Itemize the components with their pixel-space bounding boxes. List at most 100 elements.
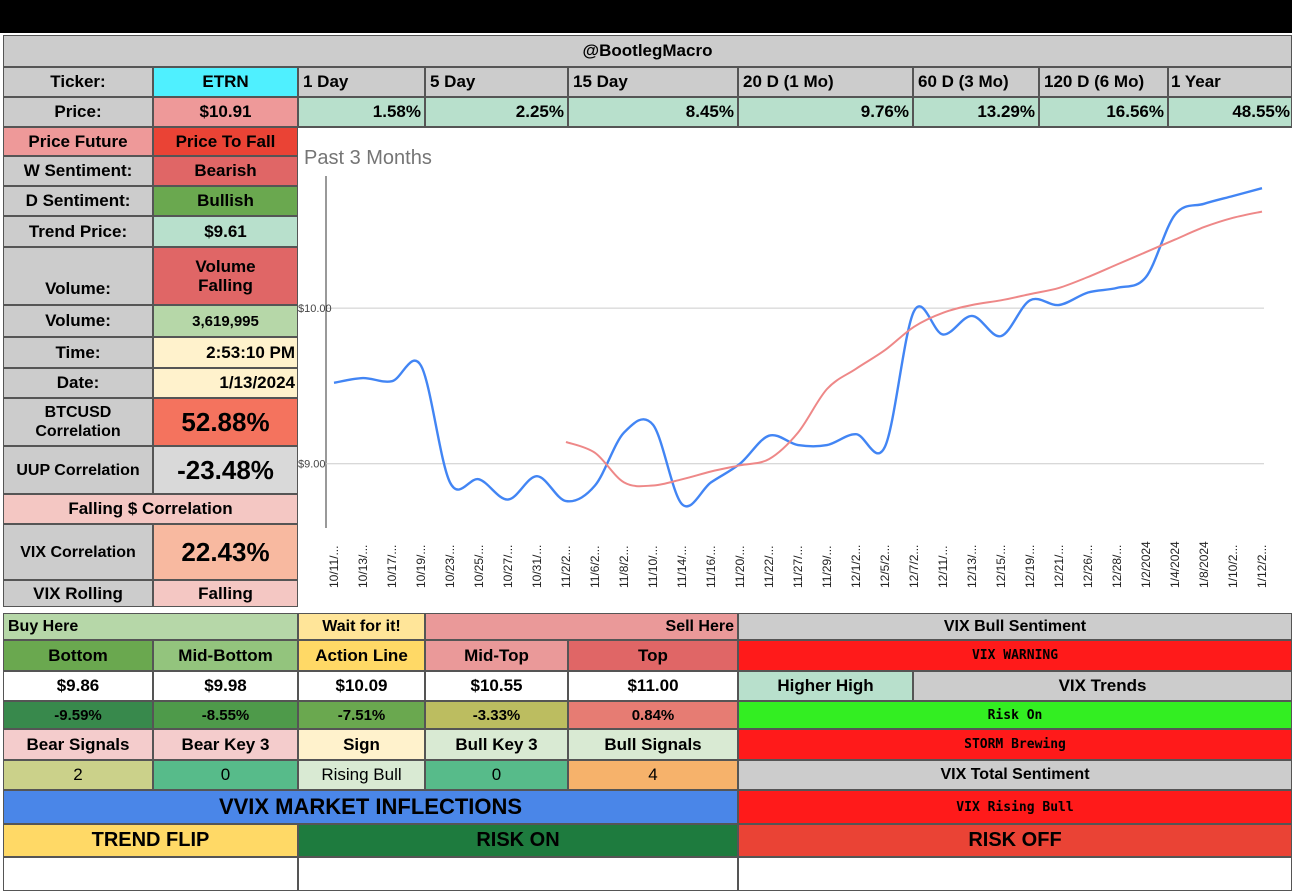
price-label: Price: — [3, 97, 153, 127]
level-midbottom-price: $9.98 — [153, 671, 298, 701]
volume-value: 3,619,995 — [153, 305, 298, 337]
x-tick-label: 12/15/... — [994, 545, 1008, 588]
level-midtop-pct: -3.33% — [425, 701, 568, 729]
trend-flip-value[interactable] — [3, 857, 298, 891]
y-tick-label: $10.00 — [298, 303, 332, 315]
x-tick-label: 11/2/2... — [559, 546, 573, 588]
x-tick-label: 12/5/2... — [878, 545, 892, 588]
time-value: 2:53:10 PM — [153, 337, 298, 368]
level-top-header: Top — [568, 640, 738, 671]
x-tick-label: 11/16/... — [704, 546, 718, 588]
level-midtop-header: Mid-Top — [425, 640, 568, 671]
period-5day: 5 Day — [425, 67, 568, 97]
btc-corr-value: 52.88% — [153, 398, 298, 446]
x-tick-label: 11/10/... — [646, 546, 660, 588]
period-1day: 1 Day — [298, 67, 425, 97]
vix-risk-on: Risk On — [738, 701, 1292, 729]
x-tick-label: 12/26/... — [1081, 545, 1095, 588]
x-tick-label: 12/7/2... — [907, 545, 921, 588]
y-axis-ticks: $10.00 $9.00 — [298, 303, 1264, 471]
risk-on-value[interactable] — [298, 857, 738, 891]
level-midbottom-header: Mid-Bottom — [153, 640, 298, 671]
x-tick-label: 11/29/... — [820, 546, 834, 588]
series-lines — [333, 187, 1263, 508]
change-120d: 16.56% — [1039, 97, 1168, 127]
trend-price-label: Trend Price: — [3, 216, 153, 247]
vix-corr-value: 22.43% — [153, 524, 298, 580]
vix-storm: STORM Brewing — [738, 729, 1292, 760]
x-tick-label: 12/13/... — [965, 545, 979, 588]
uup-corr-value: -23.48% — [153, 446, 298, 494]
series-line-0 — [333, 187, 1263, 508]
sell-here-label: Sell Here — [425, 613, 738, 640]
x-tick-label: 11/20/... — [733, 546, 747, 588]
vix-rolling-value: Falling — [153, 580, 298, 607]
price-future-value: Price To Fall — [153, 127, 298, 156]
bull-signals-header: Bull Signals — [568, 729, 738, 760]
price-chart: Past 3 Months $10.00 $9.00 10/11/... 10/13… — [298, 127, 1292, 608]
risk-off-value[interactable] — [738, 857, 1292, 891]
x-tick-label: 10/25/... — [472, 545, 486, 588]
change-15day: 8.45% — [568, 97, 738, 127]
period-20d: 20 D (1 Mo) — [738, 67, 913, 97]
vix-higher-high: Higher High — [738, 671, 913, 701]
x-tick-label: 12/11/... — [936, 546, 950, 588]
vix-rising-bull: VIX Rising Bull — [738, 790, 1292, 824]
bear-key3-header: Bear Key 3 — [153, 729, 298, 760]
change-1year: 48.55% — [1168, 97, 1292, 127]
x-tick-label: 1/12/2... — [1255, 545, 1269, 588]
level-action-price: $10.09 — [298, 671, 425, 701]
d-sentiment-value: Bullish — [153, 186, 298, 216]
x-tick-label: 12/21/... — [1052, 545, 1066, 588]
x-tick-label: 11/6/2... — [588, 546, 602, 588]
x-tick-label: 10/13/... — [356, 545, 370, 588]
period-15day: 15 Day — [568, 67, 738, 97]
date-label: Date: — [3, 368, 153, 398]
trend-flip-label: TREND FLIP — [3, 824, 298, 857]
x-tick-label: 12/1/2... — [849, 545, 863, 588]
x-tick-label: 11/14/... — [675, 546, 689, 588]
level-midtop-price: $10.55 — [425, 671, 568, 701]
x-tick-label: 11/22/... — [762, 546, 776, 588]
level-action-header: Action Line — [298, 640, 425, 671]
vix-bull-sentiment-label: VIX Bull Sentiment — [738, 613, 1292, 640]
price-future-label: Price Future — [3, 127, 153, 156]
level-top-pct: 0.84% — [568, 701, 738, 729]
x-tick-label: 12/28/... — [1110, 545, 1124, 588]
chart-title: Past 3 Months — [304, 147, 432, 169]
uup-corr-label: UUP Correlation — [3, 446, 153, 494]
level-action-pct: -7.51% — [298, 701, 425, 729]
x-tick-label: 10/17/... — [385, 545, 399, 588]
trend-price-value: $9.61 — [153, 216, 298, 247]
volume-label: Volume: — [3, 305, 153, 337]
x-tick-label: 1/2/2024 — [1139, 541, 1153, 588]
risk-on-label: RISK ON — [298, 824, 738, 857]
volume-trend-label: Volume: — [3, 247, 153, 305]
buy-here-label: Buy Here — [3, 613, 298, 640]
x-tick-label: 1/4/2024 — [1168, 541, 1182, 588]
series-line-1 — [565, 210, 1263, 488]
period-120d: 120 D (6 Mo) — [1039, 67, 1168, 97]
w-sentiment-label: W Sentiment: — [3, 156, 153, 186]
btc-corr-label: BTCUSD Correlation — [3, 398, 153, 446]
vix-trends-label: VIX Trends — [913, 671, 1292, 701]
x-tick-label: 11/8/2... — [617, 546, 631, 588]
change-20d: 9.76% — [738, 97, 913, 127]
ticker-value[interactable]: ETRN — [153, 67, 298, 97]
x-tick-label: 10/19/... — [414, 545, 428, 588]
ticker-label: Ticker: — [3, 67, 153, 97]
change-60d: 13.29% — [913, 97, 1039, 127]
risk-off-label: RISK OFF — [738, 824, 1292, 857]
vvix-inflections-title: VVIX MARKET INFLECTIONS — [3, 790, 738, 824]
header-title: @BootlegMacro — [3, 35, 1292, 67]
volume-trend-value: Volume Falling — [153, 247, 298, 305]
bull-key3-header: Bull Key 3 — [425, 729, 568, 760]
x-tick-label: 1/10/2... — [1226, 545, 1240, 588]
level-top-price: $11.00 — [568, 671, 738, 701]
x-tick-label: 11/27/... — [791, 546, 805, 588]
vix-rolling-label: VIX Rolling — [3, 580, 153, 607]
level-midbottom-pct: -8.55% — [153, 701, 298, 729]
date-value: 1/13/2024 — [153, 368, 298, 398]
x-tick-label: 1/8/2024 — [1197, 541, 1211, 588]
change-1day: 1.58% — [298, 97, 425, 127]
